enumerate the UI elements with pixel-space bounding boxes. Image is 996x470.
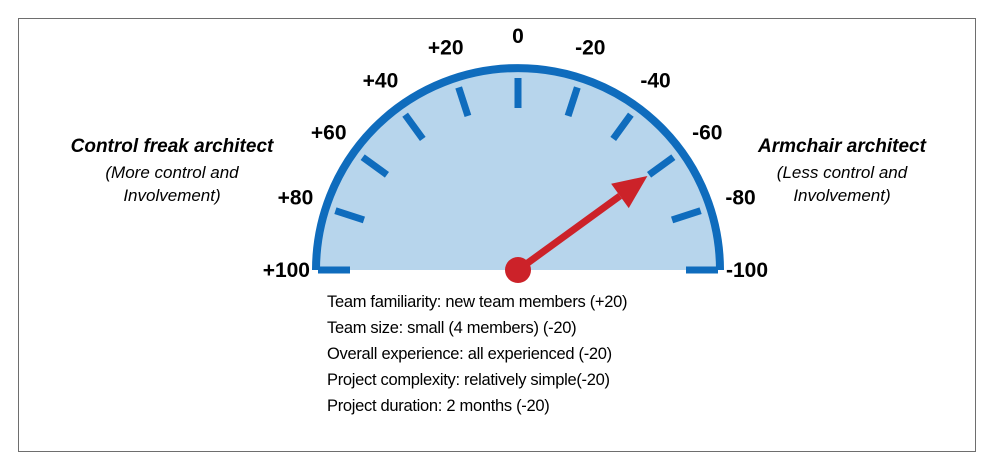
gauge-tick-label: +80 [278, 187, 314, 210]
gauge-tick-label: 0 [512, 25, 524, 48]
gauge-tick [610, 112, 634, 141]
gauge-tick [455, 86, 472, 118]
gauge-tick [334, 207, 366, 224]
factor-team-size: Team size: small (4 members) (-20) [327, 319, 577, 337]
gauge-tick [647, 154, 676, 178]
gauge-tick-label: -100 [726, 259, 768, 282]
right-label-sub-line1: (Less control and [777, 163, 908, 182]
gauge-tick [670, 207, 702, 224]
left-label-sub-line1: (More control and [105, 163, 239, 182]
left-label-sub-line2: Involvement) [123, 186, 220, 205]
gauge-tick [564, 86, 581, 118]
gauge-rim [312, 64, 724, 271]
gauge-tick-label: +40 [363, 70, 399, 93]
needle-shaft [515, 193, 622, 273]
factor-project-duration: Project duration: 2 months (-20) [327, 397, 550, 415]
needle-hub [505, 257, 531, 283]
right-label-sub-line2: Involvement) [793, 186, 890, 205]
right-label-title: Armchair architect [757, 136, 927, 157]
gauge-tick-label: -20 [575, 36, 605, 59]
gauge-tick-label: +100 [263, 259, 310, 282]
gauge-tick [402, 112, 426, 141]
gauge-tick-label: +20 [428, 36, 464, 59]
factor-project-complexity: Project complexity: relatively simple(-2… [327, 371, 610, 389]
gauge-face [316, 68, 720, 271]
figure-frame [18, 18, 976, 452]
gauge-tick-label: +60 [311, 121, 347, 144]
factor-list: Team familiarity: new team members (+20)… [327, 289, 628, 419]
gauge-tick-label: -60 [692, 121, 722, 144]
gauge-tick-label: -80 [725, 187, 755, 210]
gauge-tick-label: -40 [640, 70, 670, 93]
factor-team-familiarity: Team familiarity: new team members (+20) [327, 293, 628, 311]
needle-arrowhead [611, 175, 648, 209]
factor-overall-experience: Overall experience: all experienced (-20… [327, 345, 612, 363]
gauge-tick [360, 154, 389, 178]
left-label-title: Control freak architect [71, 136, 274, 157]
